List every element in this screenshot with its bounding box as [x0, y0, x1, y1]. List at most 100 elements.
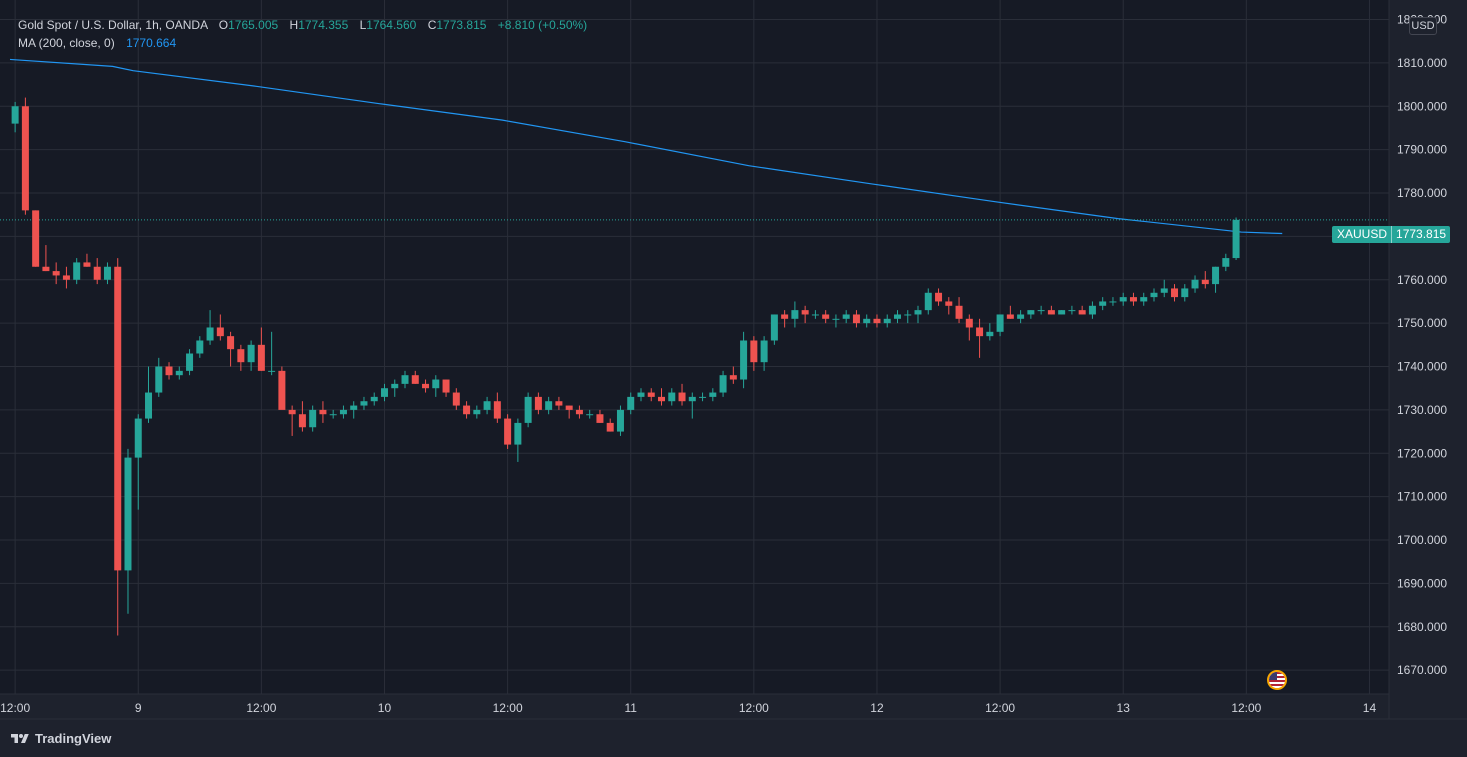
- candle-body: [832, 318, 840, 320]
- candle-body: [350, 405, 358, 410]
- candle: [1160, 279, 1168, 298]
- tradingview-branding[interactable]: TradingView: [10, 731, 111, 746]
- y-tick-label: 1670.000: [1397, 663, 1447, 677]
- candle: [309, 405, 317, 432]
- y-tick-label: 1730.000: [1397, 403, 1447, 417]
- candle: [257, 327, 265, 371]
- candle-body: [73, 262, 81, 280]
- candle: [1068, 305, 1076, 315]
- candle: [945, 297, 953, 315]
- candle-body: [21, 106, 29, 211]
- candle-body: [1027, 310, 1035, 315]
- candle-body: [791, 310, 799, 319]
- x-axis[interactable]: 12:00 9 12:00 10 12:00 11 12:00 12 12:00 13 12:00 1…: [0, 701, 1376, 715]
- candle-body: [688, 396, 696, 402]
- candle-body: [1150, 292, 1158, 298]
- candle: [52, 262, 60, 285]
- x-tick-label: 12:00: [246, 701, 276, 715]
- candle-body: [247, 344, 255, 363]
- x-tick-label: 14: [1363, 701, 1377, 715]
- candle: [760, 336, 768, 371]
- candle: [165, 362, 173, 380]
- candle-body: [616, 409, 624, 432]
- candle: [893, 310, 901, 324]
- candle-body: [575, 409, 583, 415]
- y-tick-label: 1810.000: [1397, 56, 1447, 70]
- y-tick-label: 1760.000: [1397, 273, 1447, 287]
- us-flag-icon[interactable]: [1267, 670, 1287, 690]
- y-tick-label: 1720.000: [1397, 446, 1447, 460]
- candle-body: [165, 366, 173, 376]
- candle: [873, 314, 881, 328]
- candle-body: [658, 396, 666, 402]
- candle-body: [463, 405, 471, 415]
- candle: [422, 379, 430, 393]
- candle: [996, 314, 1004, 337]
- candle-body: [1140, 297, 1148, 302]
- x-tick-label: 12:00: [1231, 701, 1261, 715]
- candle-body: [1058, 310, 1066, 315]
- candle-body: [1037, 310, 1045, 312]
- candle: [668, 388, 676, 406]
- candle-body: [678, 392, 686, 402]
- candle-body: [965, 318, 973, 328]
- candle-body: [1232, 219, 1240, 259]
- candle-body: [298, 414, 306, 428]
- y-axis[interactable]: 1820.0001810.0001800.0001790.0001780.000…: [1397, 13, 1447, 678]
- price-tag-symbol: XAUUSD: [1337, 227, 1388, 241]
- candle: [1171, 284, 1179, 302]
- candle-body: [411, 375, 419, 384]
- candle-body: [103, 266, 111, 280]
- candle: [350, 401, 358, 419]
- candle: [1232, 217, 1240, 260]
- legend-close-label: C: [427, 18, 437, 32]
- candle-body: [1212, 266, 1220, 285]
- candle-body: [976, 327, 984, 337]
- candle: [411, 370, 419, 384]
- candle: [678, 383, 686, 406]
- candle: [216, 314, 224, 341]
- candle: [145, 366, 153, 423]
- legend-ma-label: MA (200, close, 0): [18, 36, 115, 50]
- candle: [524, 392, 532, 428]
- candle: [339, 405, 347, 419]
- candle-body: [216, 327, 224, 337]
- candle-body: [227, 336, 235, 350]
- candle-body: [175, 370, 183, 376]
- candle-body: [1119, 297, 1127, 302]
- candle: [586, 409, 594, 419]
- legend-low-value: 1764.560: [366, 18, 417, 32]
- candle: [1037, 305, 1045, 315]
- candle-body: [822, 314, 830, 319]
- y-tick-label: 1740.000: [1397, 360, 1447, 374]
- candle: [442, 379, 450, 397]
- candle: [1058, 310, 1066, 315]
- candle: [534, 392, 542, 415]
- candle: [21, 97, 29, 215]
- candle: [1201, 271, 1209, 289]
- candle: [237, 344, 245, 371]
- currency-badge[interactable]: USD: [1409, 17, 1437, 35]
- candle: [709, 388, 717, 402]
- candle-body: [555, 401, 563, 406]
- candle-body: [370, 396, 378, 402]
- candle: [1027, 310, 1035, 319]
- candle-body: [883, 318, 891, 324]
- candle: [1150, 288, 1158, 302]
- candle: [42, 245, 50, 272]
- candle-body: [257, 344, 265, 371]
- candle-body: [1017, 314, 1025, 319]
- x-tick-label: 12:00: [493, 701, 523, 715]
- legend-open-value: 1765.005: [228, 18, 279, 32]
- branding-text: TradingView: [35, 731, 112, 746]
- candle-body: [278, 370, 286, 410]
- ma-line: [9, 58, 1283, 235]
- candle-body: [1109, 301, 1117, 303]
- candle: [1119, 292, 1127, 306]
- y-tick-label: 1750.000: [1397, 316, 1447, 330]
- candle: [1017, 310, 1025, 324]
- candle: [463, 401, 471, 419]
- candle-body: [750, 340, 758, 363]
